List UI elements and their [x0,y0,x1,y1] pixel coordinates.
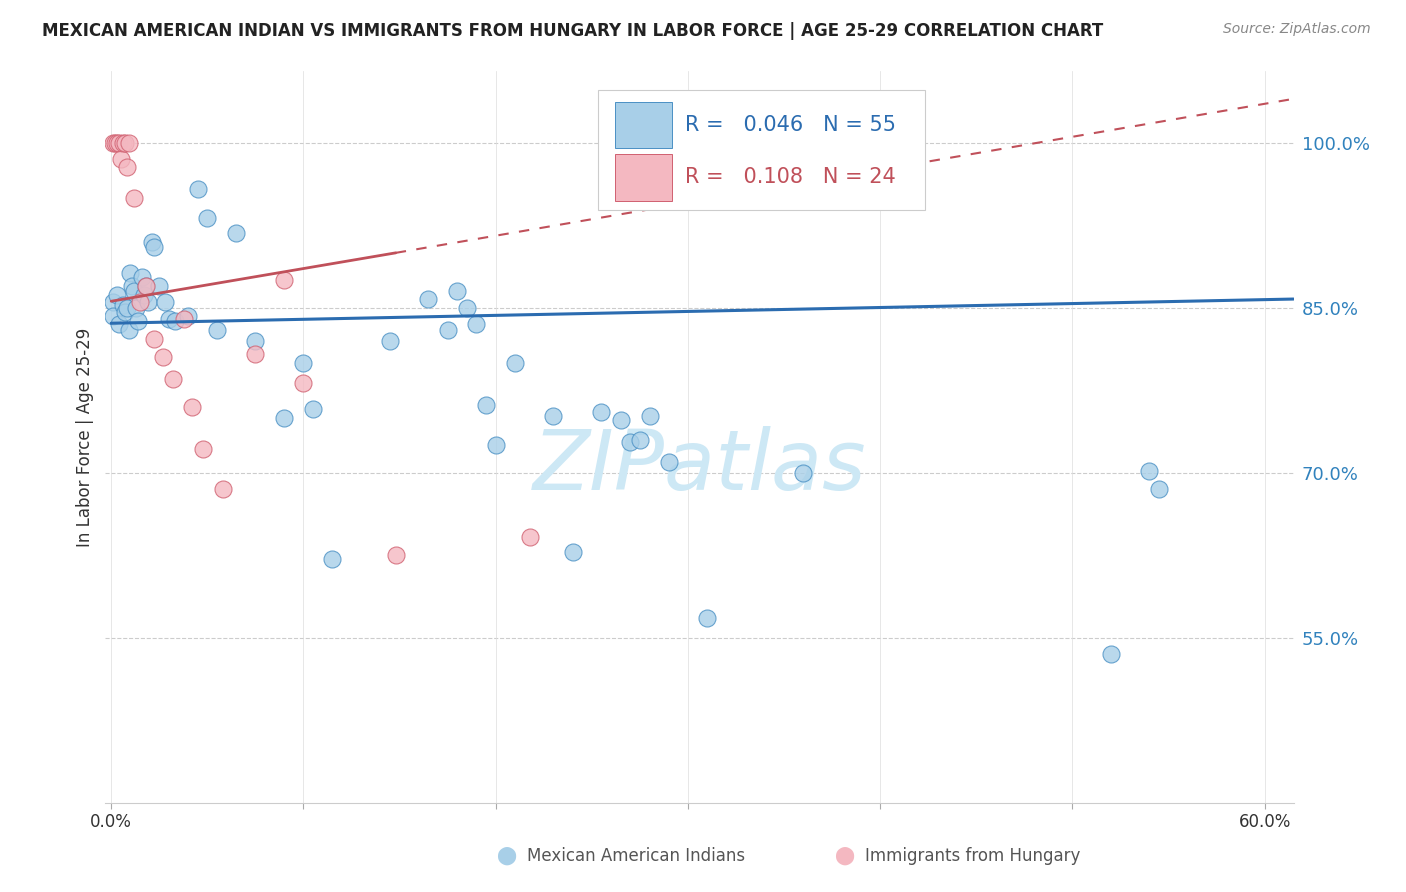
Point [124,191,146,205]
Point [142,332,165,346]
Point [619,435,641,450]
Point [141,235,163,249]
Text: Immigrants from Hungary: Immigrants from Hungary [865,847,1080,865]
Point [121,278,143,293]
Point [378,334,401,348]
Point [104,136,127,150]
Point [157,311,180,326]
Point [211,483,233,497]
Point [117,136,139,150]
Point [105,287,128,301]
Point [245,334,267,348]
Point [543,409,565,423]
Point [638,409,661,423]
Point [108,136,131,150]
Text: ZIPatlas: ZIPatlas [533,425,866,507]
Point [302,402,325,417]
FancyBboxPatch shape [599,90,925,211]
Point [205,323,228,337]
Y-axis label: In Labor Force | Age 25-29: In Labor Force | Age 25-29 [76,327,94,547]
Point [115,301,138,315]
Point [273,273,295,287]
Point [418,292,440,306]
Point [117,323,139,337]
Point [114,305,136,319]
Point [101,309,124,323]
Point [127,314,149,328]
Point [173,311,195,326]
Point [1137,464,1160,478]
Point [135,278,157,293]
Point [485,438,508,452]
Point [658,455,681,469]
Point [628,433,651,447]
Point [162,372,184,386]
Point [152,351,174,365]
Text: MEXICAN AMERICAN INDIAN VS IMMIGRANTS FROM HUNGARY IN LABOR FORCE | AGE 25-29 CO: MEXICAN AMERICAN INDIAN VS IMMIGRANTS FR… [42,22,1104,40]
Point [108,318,131,332]
Point [519,530,541,544]
Point [1147,483,1170,497]
Text: ⬤: ⬤ [496,847,516,865]
Point [131,270,153,285]
Point [561,545,583,559]
Point [792,466,814,480]
Text: ⬤: ⬤ [834,847,853,865]
Point [591,405,613,419]
Point [475,398,498,412]
Point [110,153,132,167]
Point [273,410,295,425]
Point [225,226,247,240]
Point [1099,648,1122,662]
FancyBboxPatch shape [616,153,672,201]
Point [153,295,176,310]
Point [436,323,458,337]
Point [142,240,165,254]
Point [129,295,152,310]
Point [609,413,631,427]
Point [384,549,406,563]
Point [187,182,209,196]
Point [125,301,148,315]
Text: R =   0.108   N = 24: R = 0.108 N = 24 [685,167,896,187]
Point [193,442,215,456]
Point [105,136,128,150]
FancyBboxPatch shape [616,102,672,148]
Point [245,347,267,361]
Point [177,309,200,323]
Point [115,160,138,174]
Point [456,301,478,315]
Point [114,136,136,150]
Point [696,611,718,625]
Point [503,356,526,370]
Point [120,266,142,280]
Point [101,136,124,150]
Point [111,136,134,150]
Point [163,314,186,328]
Text: Source: ZipAtlas.com: Source: ZipAtlas.com [1223,22,1371,37]
Point [101,295,124,310]
Point [132,287,155,301]
Point [148,278,170,293]
Text: R =   0.046   N = 55: R = 0.046 N = 55 [685,115,896,135]
Point [465,318,488,332]
Text: Mexican American Indians: Mexican American Indians [527,847,745,865]
Point [321,551,343,566]
Point [124,285,146,299]
Point [446,285,468,299]
Point [292,376,315,390]
Point [195,211,218,225]
Point [111,297,134,311]
Point [181,400,204,414]
Point [292,356,315,370]
Point [135,278,157,293]
Point [136,295,159,310]
